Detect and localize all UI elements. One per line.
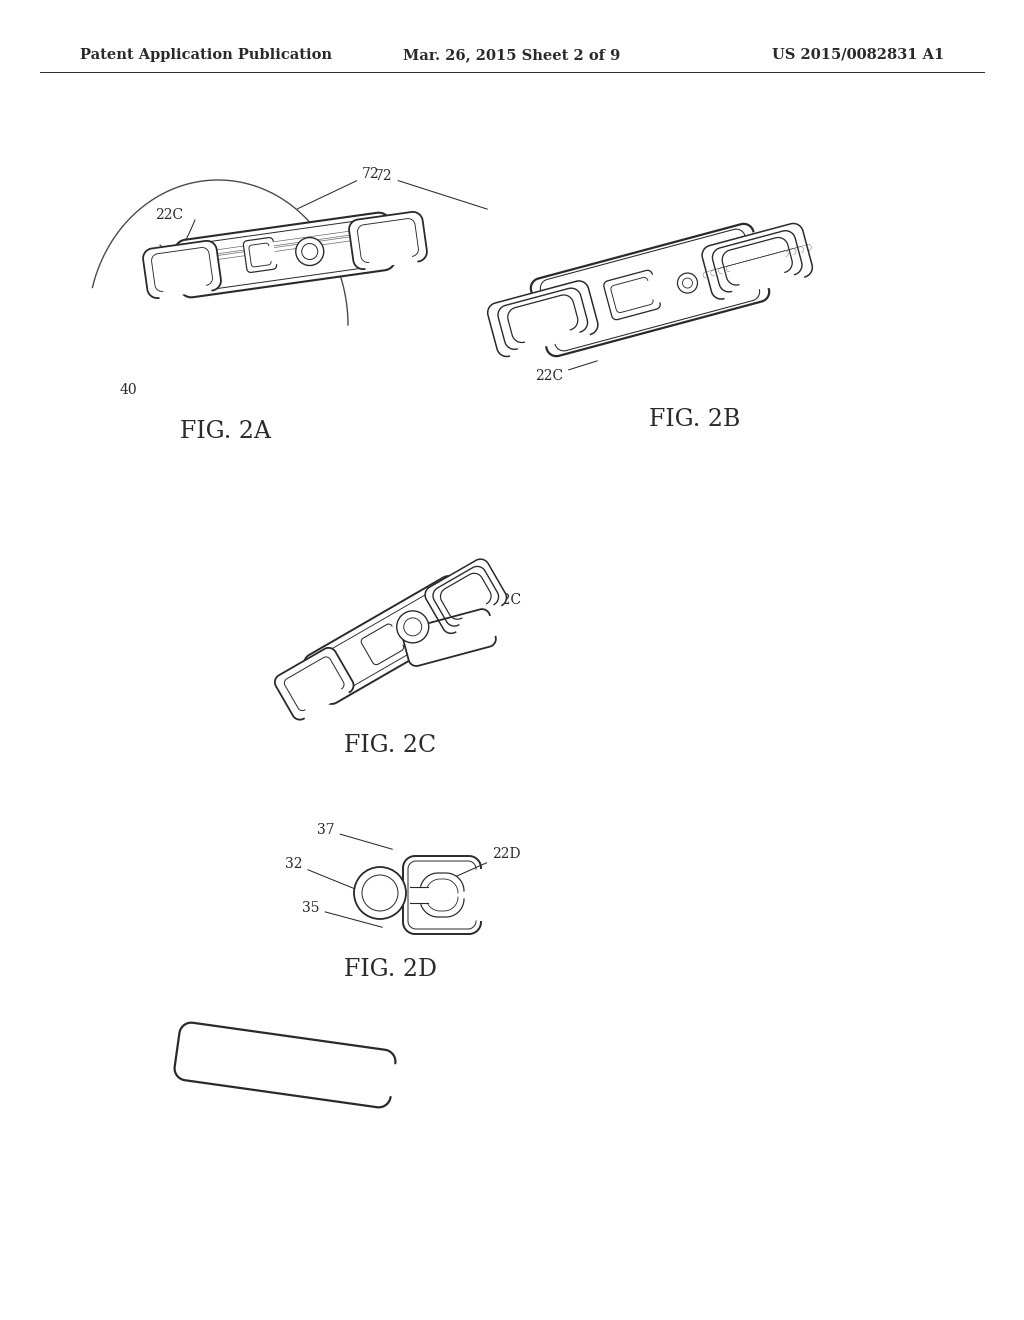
Text: Mar. 26, 2015 Sheet 2 of 9: Mar. 26, 2015 Sheet 2 of 9 xyxy=(403,48,621,62)
Text: Patent Application Publication: Patent Application Publication xyxy=(80,48,332,62)
Polygon shape xyxy=(530,224,769,356)
Polygon shape xyxy=(403,855,481,935)
Polygon shape xyxy=(433,566,499,626)
Text: 22C: 22C xyxy=(535,360,597,383)
Text: 37: 37 xyxy=(317,822,392,849)
Polygon shape xyxy=(304,576,476,704)
Text: 22C: 22C xyxy=(493,593,521,607)
Circle shape xyxy=(678,273,697,293)
Text: 32: 32 xyxy=(285,857,368,894)
Text: FIG. 2A: FIG. 2A xyxy=(179,421,270,444)
Polygon shape xyxy=(174,213,395,297)
Circle shape xyxy=(296,238,324,265)
Text: US 2015/0082831 A1: US 2015/0082831 A1 xyxy=(772,48,944,62)
Polygon shape xyxy=(713,231,802,292)
Polygon shape xyxy=(722,238,793,285)
Polygon shape xyxy=(702,223,812,300)
Text: FIG. 2C: FIG. 2C xyxy=(344,734,436,756)
Text: 72: 72 xyxy=(298,168,380,209)
Polygon shape xyxy=(402,609,496,667)
Polygon shape xyxy=(440,573,492,619)
Polygon shape xyxy=(498,288,588,350)
Polygon shape xyxy=(420,873,464,917)
Text: 40: 40 xyxy=(119,383,137,397)
Polygon shape xyxy=(361,624,403,665)
Polygon shape xyxy=(425,560,507,634)
Polygon shape xyxy=(349,213,427,269)
Circle shape xyxy=(396,611,429,643)
Polygon shape xyxy=(143,240,221,298)
Polygon shape xyxy=(410,887,428,903)
Polygon shape xyxy=(604,271,660,319)
Polygon shape xyxy=(487,281,598,356)
Text: 22C: 22C xyxy=(155,209,183,222)
Polygon shape xyxy=(508,294,578,342)
Text: FIG. 2D: FIG. 2D xyxy=(343,958,436,982)
Polygon shape xyxy=(274,648,353,719)
Text: FIG. 2B: FIG. 2B xyxy=(649,408,740,432)
Text: 72: 72 xyxy=(375,169,487,209)
Text: 35: 35 xyxy=(302,902,382,927)
Polygon shape xyxy=(244,238,276,272)
Ellipse shape xyxy=(354,867,406,919)
Text: 22D: 22D xyxy=(451,847,520,879)
